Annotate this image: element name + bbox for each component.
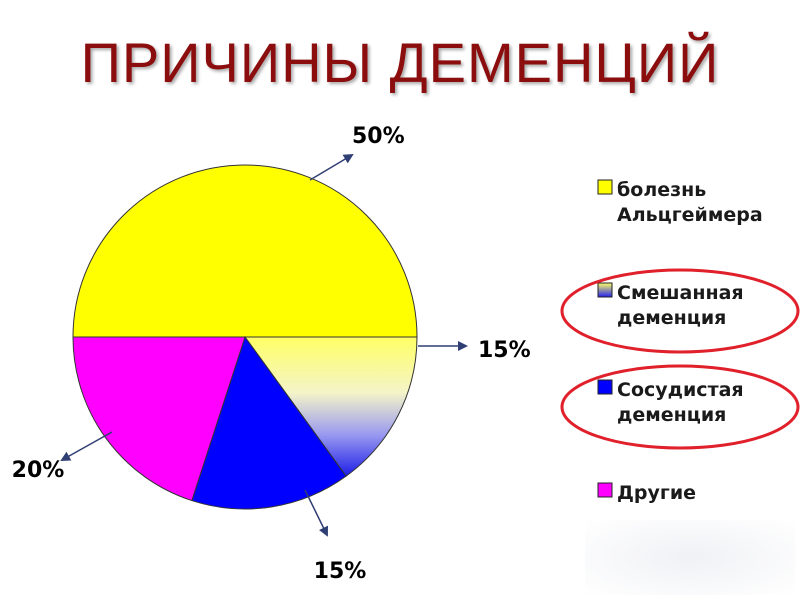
leader-arrow — [309, 153, 354, 181]
legend-swatch — [597, 482, 613, 498]
legend-item-alzheimers: болезнь Альцгеймера — [597, 179, 763, 226]
data-label: 15% — [314, 559, 367, 584]
leader-arrow — [304, 489, 328, 537]
data-label: 50% — [352, 124, 405, 149]
legend-item-vascular-dementia: Сосудистая деменция — [560, 364, 800, 450]
legend-swatch — [597, 379, 613, 395]
highlight-ellipse — [560, 268, 800, 354]
legend-label: Альцгеймера — [617, 204, 763, 226]
legend-swatch — [597, 179, 613, 195]
highlight-ellipse — [560, 364, 800, 450]
legend-label: Сосудистая — [617, 379, 744, 401]
legend-label: Другие — [617, 482, 696, 504]
slice-vascular-dementia — [191, 335, 347, 510]
slice-other — [72, 336, 246, 502]
slice-alzheimers — [72, 164, 418, 338]
legend-item-mixed-dementia: Смешанная деменция — [560, 268, 800, 354]
decorative-glow — [585, 520, 795, 595]
legend-label: деменция — [617, 307, 726, 329]
chart-title: ПРИЧИНЫ ДЕМЕНЦИЙ — [80, 31, 720, 94]
legend-item-other: Другие — [597, 482, 696, 504]
leader-arrow — [60, 431, 113, 461]
legend-label: болезнь — [617, 179, 706, 201]
data-label: 15% — [478, 338, 531, 363]
legend-label: Смешанная — [617, 282, 744, 304]
legend-swatch — [597, 282, 613, 298]
slice-mixed-dementia — [244, 336, 418, 477]
legend-label: деменция — [617, 404, 726, 426]
data-label: 20% — [12, 458, 65, 483]
